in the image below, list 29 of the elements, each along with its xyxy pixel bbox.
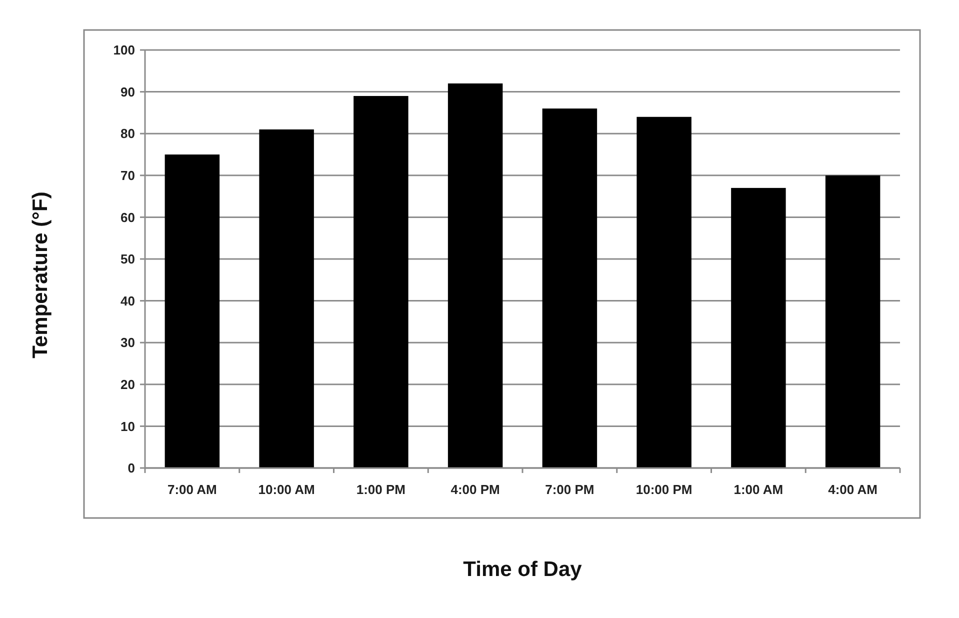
bar <box>448 83 503 468</box>
x-tick-label: 1:00 PM <box>356 482 406 497</box>
x-tick-label: 4:00 AM <box>828 482 878 497</box>
y-tick-label: 0 <box>128 460 135 476</box>
x-axis-title: Time of Day <box>463 558 582 581</box>
y-tick-label: 100 <box>113 42 135 58</box>
x-tick-label: 4:00 PM <box>450 482 500 497</box>
y-tick-label: 40 <box>120 293 135 308</box>
y-tick-label: 10 <box>120 418 135 434</box>
x-tick-label: 7:00 AM <box>168 482 217 497</box>
bar <box>164 154 220 468</box>
x-tick-label: 10:00 PM <box>636 482 692 497</box>
bar <box>354 96 408 468</box>
x-tick-label: 1:00 AM <box>734 482 784 497</box>
y-tick-label: 80 <box>120 126 135 142</box>
y-tick-label: 70 <box>120 168 135 183</box>
y-axis-title: Temperature (°F) <box>29 192 52 358</box>
bar <box>542 108 598 468</box>
y-tick-label: 60 <box>120 210 135 225</box>
bar <box>636 116 692 468</box>
y-tick-label: 30 <box>120 335 135 350</box>
x-tick-label: 7:00 PM <box>545 482 594 497</box>
y-tick-label: 50 <box>120 252 135 267</box>
bar <box>259 129 314 468</box>
y-tick-label: 90 <box>120 84 135 100</box>
x-tick-label: 10:00 AM <box>258 482 315 497</box>
y-tick-label: 20 <box>120 376 135 392</box>
bar <box>731 188 786 468</box>
bar <box>825 175 880 468</box>
